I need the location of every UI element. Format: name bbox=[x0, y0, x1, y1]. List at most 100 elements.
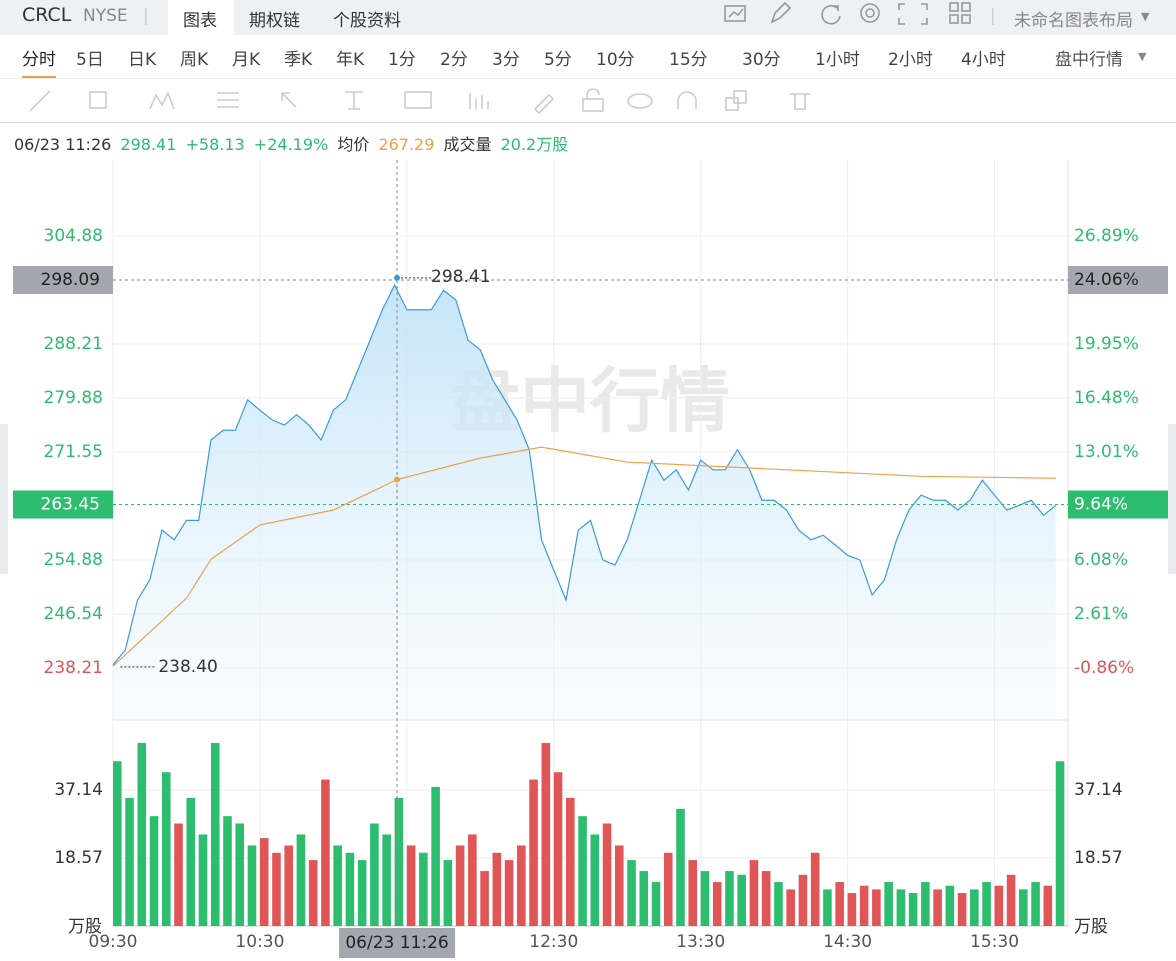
volume-bar bbox=[908, 893, 918, 926]
volume-bar bbox=[921, 882, 930, 926]
volume-bar bbox=[712, 882, 722, 926]
volume-bar bbox=[1019, 889, 1028, 926]
volume-bar bbox=[639, 871, 649, 926]
volume-bar bbox=[504, 860, 514, 926]
x-tick-label: 15:30 bbox=[970, 932, 1019, 952]
tab[interactable]: 个股资料 bbox=[333, 11, 401, 31]
volume-bar bbox=[468, 834, 477, 926]
volume-bar bbox=[113, 761, 122, 926]
volume-bar bbox=[614, 845, 624, 926]
period[interactable]: 10分 bbox=[596, 50, 635, 70]
volume-bar bbox=[406, 845, 416, 926]
volume-bar bbox=[357, 860, 367, 926]
period[interactable]: 月K bbox=[232, 50, 261, 70]
volume-bar bbox=[590, 834, 600, 926]
volume-bar bbox=[541, 742, 551, 926]
volume-tick-label: 37.14 bbox=[1074, 780, 1123, 800]
volume-bar bbox=[957, 893, 967, 926]
volume-bar bbox=[345, 852, 355, 926]
volume-tick-label: 37.14 bbox=[54, 780, 103, 800]
y-tick-label: 304.88 bbox=[44, 226, 103, 246]
low-label: 238.40 bbox=[158, 657, 217, 677]
high-point bbox=[394, 274, 401, 281]
x-tick-label: 14:30 bbox=[823, 932, 872, 952]
y-tick-label: 254.88 bbox=[44, 550, 103, 570]
volume-bar bbox=[982, 882, 991, 926]
volume-bar bbox=[382, 834, 391, 926]
period[interactable]: 周K bbox=[180, 50, 209, 70]
volume-bar bbox=[774, 882, 783, 926]
volume-bar bbox=[896, 889, 906, 926]
info-change-pct: +24.19% bbox=[253, 135, 329, 154]
icons[interactable] bbox=[720, 0, 980, 35]
volume-bar bbox=[676, 808, 685, 926]
divider: | bbox=[143, 6, 149, 26]
volume-bar bbox=[235, 823, 245, 926]
caret: ▼ bbox=[1138, 50, 1147, 63]
volume-bar bbox=[970, 889, 979, 926]
volume-bar bbox=[725, 871, 734, 926]
side-tab[interactable] bbox=[1168, 424, 1176, 574]
side-tab[interactable] bbox=[0, 424, 8, 574]
volume-tick-label: 18.57 bbox=[54, 848, 103, 868]
volume-bar bbox=[884, 882, 893, 926]
volume-bar bbox=[174, 823, 183, 926]
period[interactable]: 5分 bbox=[544, 50, 572, 70]
avg-point bbox=[394, 476, 401, 483]
volume-bar bbox=[186, 797, 196, 926]
period[interactable]: 30分 bbox=[742, 50, 781, 70]
volume-bar bbox=[847, 893, 857, 926]
volume-bar bbox=[210, 742, 220, 926]
volume-bar bbox=[798, 874, 808, 926]
volume-bar bbox=[1006, 874, 1016, 926]
price-line bbox=[112, 283, 1057, 666]
period[interactable]: 2小时 bbox=[888, 50, 933, 70]
volume-bar bbox=[835, 882, 844, 926]
crosshair-box bbox=[1068, 266, 1168, 295]
volume-bar bbox=[700, 871, 710, 926]
y2-tick-label: 13.01% bbox=[1074, 442, 1139, 462]
volume-bar bbox=[933, 889, 942, 926]
period[interactable]: 15分 bbox=[669, 50, 708, 70]
volume-bar bbox=[198, 834, 208, 926]
volume-bar bbox=[1055, 761, 1065, 926]
layout-menu[interactable]: 未命名图表布局 bbox=[1014, 11, 1133, 31]
period[interactable]: 年K bbox=[336, 50, 365, 70]
y2-tick-label: 26.89% bbox=[1074, 226, 1139, 246]
volume-bar bbox=[480, 871, 489, 926]
tab[interactable]: 期权链 bbox=[249, 11, 300, 31]
tab-bg bbox=[168, 0, 234, 35]
period[interactable]: 2分 bbox=[440, 50, 468, 70]
last-label: 263.45 bbox=[41, 494, 100, 514]
period[interactable]: 日K bbox=[128, 50, 157, 70]
x-tick-label: 10:30 bbox=[235, 932, 284, 952]
period[interactable]: 3分 bbox=[492, 50, 520, 70]
period[interactable]: 分时 bbox=[22, 45, 56, 78]
crosshair-x-label: 06/23 11:26 bbox=[345, 933, 448, 953]
tab[interactable]: 图表 bbox=[183, 11, 217, 31]
period[interactable]: 4小时 bbox=[961, 50, 1006, 70]
volume-bar bbox=[394, 797, 404, 926]
volume-bar bbox=[566, 797, 575, 926]
mode-menu[interactable]: 盘中行情 bbox=[1055, 50, 1123, 70]
volume-bar bbox=[259, 838, 269, 926]
volume-bar bbox=[443, 860, 453, 926]
volume-tick-label: 18.57 bbox=[1074, 848, 1123, 868]
volume-bar bbox=[602, 823, 612, 926]
period[interactable]: 5日 bbox=[76, 50, 104, 70]
period[interactable]: 季K bbox=[284, 50, 313, 70]
y-tick-label: 279.88 bbox=[44, 388, 103, 408]
high-label: 298.41 bbox=[431, 267, 490, 287]
volume-bar bbox=[370, 823, 379, 926]
period[interactable]: 1小时 bbox=[815, 50, 860, 70]
info-volume: 20.2万股 bbox=[500, 135, 569, 154]
period[interactable]: 1分 bbox=[388, 50, 416, 70]
y2-tick-label: -0.86% bbox=[1074, 658, 1134, 678]
y-tick-label: 238.21 bbox=[44, 658, 103, 678]
volume-bar bbox=[517, 845, 526, 926]
last-label: 9.64% bbox=[1074, 495, 1128, 515]
y-tick-label: 271.55 bbox=[44, 442, 103, 462]
volume-bar bbox=[945, 885, 955, 926]
volume-bar bbox=[663, 852, 673, 926]
volume-bar bbox=[578, 816, 587, 926]
